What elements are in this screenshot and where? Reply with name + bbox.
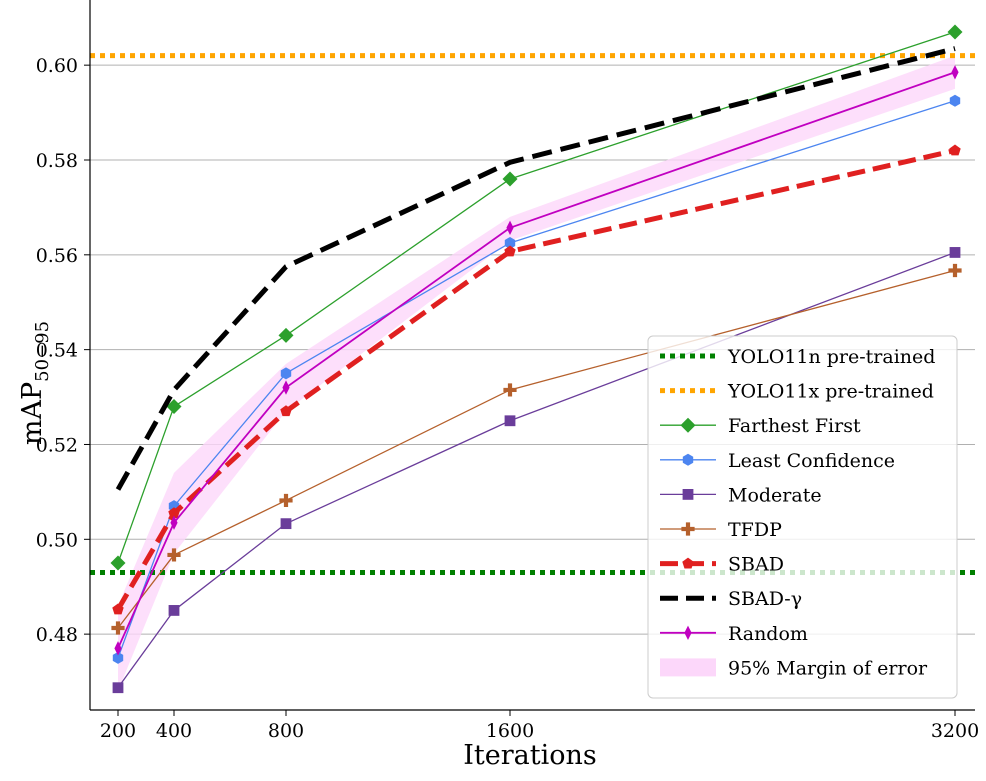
y-tick-label-0.48: 0.48 [36, 624, 78, 646]
legend-entry-tfdp: TFDP [660, 519, 782, 541]
marker-least-confidence-800 [280, 367, 292, 380]
legend-label-yolo11n-pre-trained: YOLO11n pre-trained [727, 346, 935, 368]
legend-label-moderate: Moderate [728, 484, 822, 506]
marker-tfdp-200 [111, 621, 125, 635]
marker-random-800 [282, 380, 290, 395]
series-random [114, 65, 959, 656]
y-tick-label-0.50: 0.50 [36, 529, 78, 551]
legend-entry-sbad: SBAD-γ [660, 588, 802, 610]
marker-farthest-first-400 [166, 399, 182, 415]
legend-entry-least-confidence: Least Confidence [660, 450, 895, 472]
series-sbad [112, 144, 961, 615]
y-axis-label: mAP50−95 [17, 321, 53, 445]
marker-tfdp-400 [167, 548, 181, 562]
marker-least-confidence-200 [112, 651, 124, 664]
legend-marker-random [684, 625, 692, 640]
y-tick-label-0.56: 0.56 [36, 245, 78, 267]
legend-label-tfdp: TFDP [728, 519, 782, 541]
legend-entry-moderate: Moderate [660, 484, 822, 506]
reference-lines-layer [90, 53, 975, 575]
marker-sbad-400 [168, 507, 180, 519]
legend-marker-sbad [682, 557, 694, 569]
x-tick-label-200: 200 [100, 720, 136, 742]
marker-farthest-first-800 [278, 327, 294, 343]
legend: YOLO11n pre-trained YOLO11x pre-trained Fa… [647, 335, 958, 699]
legend-entry-yolo11n-pre-trained: YOLO11n pre-trained [660, 346, 935, 368]
y-tick-label-0.58: 0.58 [36, 150, 78, 172]
x-tick-label-400: 400 [156, 720, 192, 742]
legend-entry-sbad: SBAD [660, 554, 784, 576]
marker-sbad-200 [112, 603, 124, 615]
marker-random-3200 [951, 65, 959, 80]
marker-random-200 [114, 641, 122, 656]
marker-moderate-800 [280, 518, 292, 530]
marker-sbad-3200 [949, 144, 961, 156]
legend-entry-random: Random [660, 623, 808, 645]
y-tick-label-0.52: 0.52 [36, 434, 78, 456]
x-tick-label-1600: 1600 [486, 720, 534, 742]
series-sbad [115, 46, 956, 491]
legend-label-sbad: SBAD [728, 554, 784, 576]
legend-marker-least-confidence [682, 453, 694, 466]
marker-moderate-1600 [504, 415, 516, 427]
legend-label-yolo11x-pre-trained: YOLO11x pre-trained [727, 381, 934, 403]
marker-moderate-400 [168, 605, 180, 616]
marker-least-confidence-1600 [504, 236, 516, 249]
marker-farthest-first-1600 [502, 171, 518, 187]
marker-tfdp-1600 [503, 383, 517, 397]
axes-layer: 0.48 0.50 0.52 0.54 0.56 0.58 0.60 200 400 800 160… [36, 0, 979, 742]
marker-tfdp-800 [279, 493, 293, 508]
legend-label-random: Random [728, 623, 808, 645]
x-axis-label: Iterations [463, 740, 596, 771]
series-line-sbad [115, 46, 956, 491]
legend-label-95-margin-of-error: 95% Margin of error [728, 657, 928, 679]
marker-tfdp-3200 [948, 263, 962, 278]
y-tick-label-0.54: 0.54 [36, 340, 78, 362]
legend-label-farthest-first: Farthest First [728, 415, 861, 437]
x-tick-label-800: 800 [268, 720, 304, 742]
marker-moderate-200 [112, 682, 124, 694]
legend-handle-95-margin-of-error [660, 658, 716, 677]
y-axis-label-subscript: 50−95 [32, 321, 53, 382]
y-tick-label-0.60: 0.60 [36, 55, 78, 77]
marker-random-400 [170, 515, 178, 530]
marker-sbad-1600 [504, 245, 516, 257]
marker-farthest-first-200 [110, 555, 126, 571]
marker-farthest-first-3200 [947, 24, 963, 40]
series-farthest-first [110, 24, 963, 571]
legend-marker-tfdp [681, 522, 695, 536]
marker-least-confidence-3200 [949, 94, 961, 107]
marker-moderate-3200 [949, 247, 961, 258]
legend-label-sbad: SBAD-γ [728, 588, 802, 610]
legend-box [647, 335, 958, 699]
y-axis-label-main: mAP [17, 382, 48, 445]
series-layer [110, 24, 963, 694]
legend-entry-farthest-first: Farthest First [660, 415, 861, 437]
legend-marker-moderate [682, 489, 694, 500]
legend-label-least-confidence: Least Confidence [728, 450, 895, 472]
marker-sbad-800 [280, 405, 292, 417]
x-tick-label-3200: 3200 [931, 720, 979, 742]
legend-entry-95-margin-of-error: 95% Margin of error [660, 657, 928, 679]
legend-entry-yolo11x-pre-trained: YOLO11x pre-trained [660, 381, 934, 403]
legend-marker-farthest-first [680, 417, 696, 433]
marker-random-1600 [506, 220, 514, 235]
